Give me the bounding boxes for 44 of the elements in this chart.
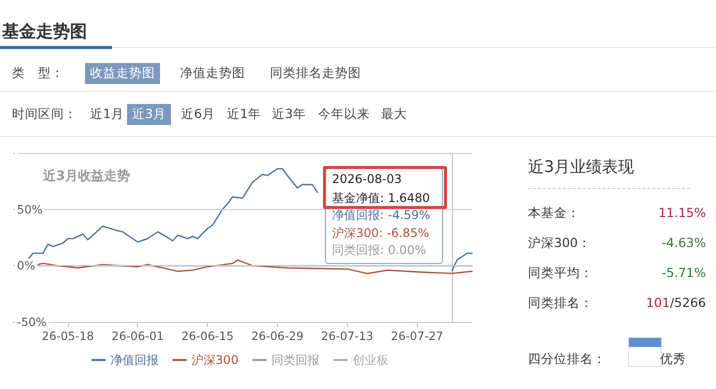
x-tick-label: 26-07-13 bbox=[321, 329, 374, 343]
text: 收益走势图 bbox=[85, 63, 160, 84]
text: 优秀 bbox=[660, 351, 686, 366]
text: 时间区间： bbox=[12, 105, 77, 123]
text: 近3年 bbox=[271, 105, 307, 123]
text: 同类平均： bbox=[528, 265, 593, 282]
annotation: 2026-08-03 bbox=[332, 172, 402, 186]
text: 近6月 bbox=[180, 105, 216, 123]
y-tick-label: -50% bbox=[17, 315, 47, 329]
text: 本基金： bbox=[528, 205, 580, 222]
text: 最大 bbox=[380, 105, 408, 123]
annotation: 净值回报: -4.59% bbox=[332, 207, 430, 224]
text: 四分位排名： bbox=[528, 351, 606, 368]
text: 101 bbox=[646, 295, 670, 310]
text: 11.15% bbox=[658, 205, 706, 220]
text: 近1年 bbox=[226, 105, 262, 123]
text: 同类排名： bbox=[528, 295, 593, 312]
text: 今年以来 bbox=[317, 105, 371, 123]
text: 同类排名走势图 bbox=[269, 64, 362, 82]
text: 沪深300： bbox=[528, 235, 591, 252]
legend-label: 沪深300 bbox=[192, 353, 238, 367]
annotation: 基金净值: 1.6480 bbox=[332, 190, 430, 206]
y-tick-label: 0% bbox=[17, 258, 36, 273]
annotation: 同类回报: 0.00% bbox=[332, 242, 426, 259]
text: -5.71% bbox=[662, 265, 706, 280]
text: /5266 bbox=[670, 295, 706, 310]
legend-label: 同类回报 bbox=[271, 353, 320, 367]
x-tick-label: 26-05-18 bbox=[42, 329, 94, 343]
text: 近3月 bbox=[127, 104, 171, 125]
y-tick-label: 50% bbox=[17, 202, 43, 216]
legend-label: 创业板 bbox=[352, 353, 388, 367]
x-tick-label: 26-06-15 bbox=[181, 329, 234, 343]
text: 类 型： bbox=[12, 64, 64, 82]
text: 净值走势图 bbox=[179, 64, 246, 82]
x-tick-label: 26-06-01 bbox=[112, 329, 164, 343]
annotation: 沪深300: -6.85% bbox=[332, 224, 430, 242]
legend-label: 净值回报 bbox=[110, 353, 159, 367]
text: 近3月业绩表现 bbox=[528, 157, 634, 178]
x-tick-label: 26-06-29 bbox=[251, 329, 304, 343]
x-tick-label: 26-07-27 bbox=[391, 329, 444, 343]
text: 近1月 bbox=[89, 105, 125, 123]
text: 基金走势图 bbox=[2, 21, 87, 43]
text: 近3月收益走势 bbox=[42, 168, 130, 184]
text: -4.63% bbox=[662, 235, 706, 250]
